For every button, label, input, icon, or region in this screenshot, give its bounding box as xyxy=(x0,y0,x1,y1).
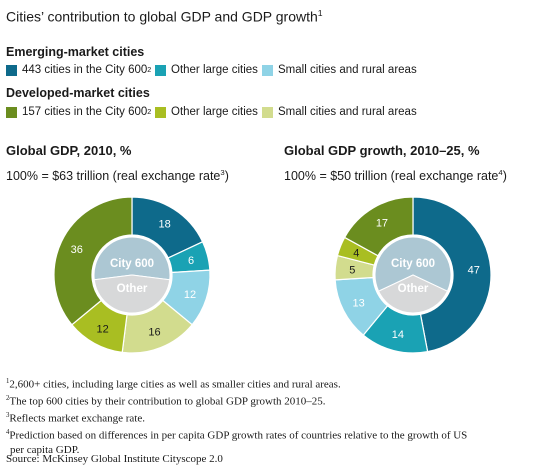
donut-slice xyxy=(412,196,492,353)
footnote-4-cont: per capita GDP. xyxy=(10,443,80,456)
legend-label: Small cities and rural areas xyxy=(278,64,417,76)
donut-chart-gdp-2010: 18 6 12 16 12 36 City 600 Other xyxy=(53,196,211,354)
legend-swatch xyxy=(262,106,273,118)
inner-label-city600: City 600 xyxy=(391,258,435,270)
legend-label: Small cities and rural areas xyxy=(278,106,417,118)
slice-value-label: 5 xyxy=(349,264,355,276)
legend-swatch xyxy=(262,64,273,76)
footnote-1: 12,600+ cities, including large cities a… xyxy=(6,378,341,391)
legend-swatch xyxy=(6,64,17,76)
slice-value-label: 6 xyxy=(188,255,194,267)
slice-value-label: 12 xyxy=(184,289,196,301)
donut-slice xyxy=(343,196,414,257)
inner-label-other: Other xyxy=(398,283,429,295)
footnote-4: 4Prediction based on differences in per … xyxy=(6,429,468,443)
inner-slice-other xyxy=(377,274,449,314)
legend-item-emerging-other-large: Other large cities xyxy=(155,64,258,76)
chart-title-gdp-growth: Global GDP growth, 2010–25, % xyxy=(284,143,480,158)
legend-heading-developed: Developed-market cities xyxy=(6,86,150,100)
chart-subtitle-gdp-growth: 100% = $50 trillion (real exchange rate4… xyxy=(284,168,507,184)
donut-chart-gdp-growth: 47 14 13 5 4 17 City 600 Other xyxy=(334,196,492,354)
slice-value-label: 17 xyxy=(376,217,388,229)
slice-value-label: 16 xyxy=(148,327,160,339)
legend-item-developed-city600: 157 cities in the City 600 2 xyxy=(6,106,151,118)
donut-slice xyxy=(53,196,133,326)
legend-heading-emerging: Emerging-market cities xyxy=(6,45,145,59)
legend-item-emerging-small: Small cities and rural areas xyxy=(262,64,417,76)
slice-value-label: 18 xyxy=(159,218,171,230)
slice-value-label: 12 xyxy=(96,323,108,335)
chart-subtitle-gdp-2010: 100% = $63 trillion (real exchange rate3… xyxy=(6,168,229,184)
legend-swatch xyxy=(155,64,166,76)
inner-slice-other xyxy=(93,274,171,314)
legend-item-developed-small: Small cities and rural areas xyxy=(262,106,417,118)
slice-value-label: 14 xyxy=(392,329,404,341)
legend-swatch xyxy=(155,106,166,118)
inner-label-city600: City 600 xyxy=(110,258,154,270)
footnote-3: 3Reflects market exchange rate. xyxy=(6,412,145,425)
footnote-2: 2The top 600 cities by their contributio… xyxy=(6,395,326,408)
legend-label: Other large cities xyxy=(171,64,258,76)
figure-title: Cities’ contribution to global GDP and G… xyxy=(6,8,323,25)
chart-title-gdp-2010: Global GDP, 2010, % xyxy=(6,143,132,158)
inner-slice-city600 xyxy=(93,236,171,281)
slice-value-label: 4 xyxy=(353,248,359,260)
source-note: Source: McKinsey Global Institute Citysc… xyxy=(6,453,223,465)
legend-label: 157 cities in the City 600 xyxy=(22,106,148,118)
slice-value-label: 47 xyxy=(468,264,480,276)
inner-label-other: Other xyxy=(117,283,148,295)
legend-item-emerging-city600: 443 cities in the City 600 2 xyxy=(6,64,151,76)
legend-item-developed-other-large: Other large cities xyxy=(155,106,258,118)
legend-label: Other large cities xyxy=(171,106,258,118)
slice-value-label: 13 xyxy=(353,298,365,310)
legend-swatch xyxy=(6,106,17,118)
footnotes: 12,600+ cities, including large cities a… xyxy=(6,375,467,457)
inner-slice-city600 xyxy=(374,236,452,292)
legend-label: 443 cities in the City 600 xyxy=(22,64,148,76)
slice-value-label: 36 xyxy=(71,244,83,256)
